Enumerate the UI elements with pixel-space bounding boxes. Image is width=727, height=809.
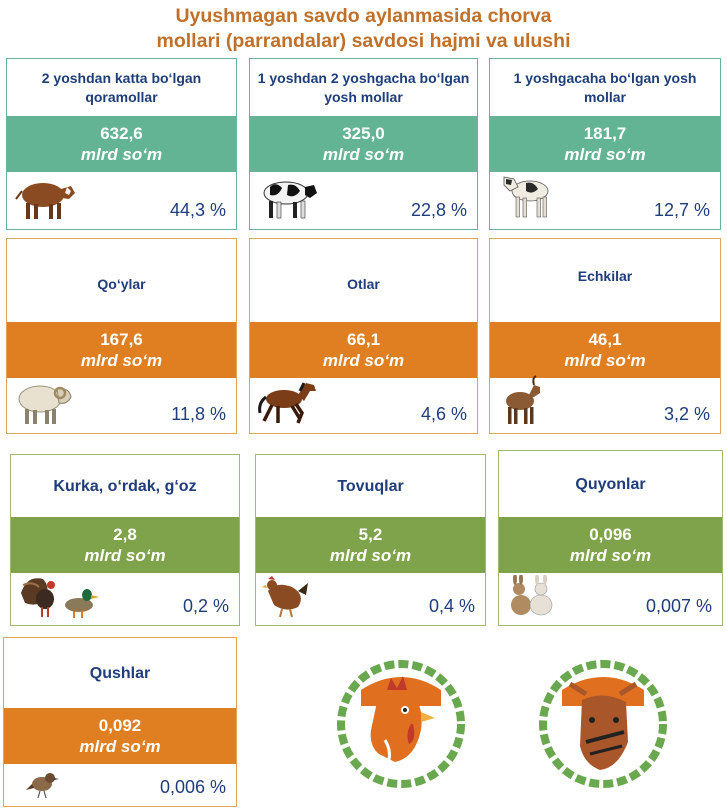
page-title: Uyushmagan savdo aylanmasida chorva moll… bbox=[0, 4, 727, 54]
card-unit: mlrd so‘m bbox=[564, 145, 646, 164]
card-share: 11,8 % bbox=[171, 404, 226, 424]
card-sheep: Qo‘ylar 167,6 mlrd so‘m 11,8 % bbox=[6, 238, 237, 434]
card-turkey-duck-goose: Kurka, o‘rdak, g‘oz 2,8 mlrd so‘m 0,2 % bbox=[10, 454, 240, 626]
card-horses: Otlar 66,1 mlrd so‘m 4,6 % bbox=[249, 238, 478, 434]
card-unit: mlrd so‘m bbox=[569, 546, 652, 565]
card-label: 1 yoshdan 2 yoshgacha bo‘lgan yosh molla… bbox=[257, 69, 470, 105]
card-share: 12,7 % bbox=[653, 200, 710, 220]
value-band: 181,7 mlrd so‘m bbox=[490, 116, 720, 172]
sheep-icon bbox=[18, 385, 72, 424]
card-chickens: Tovuqlar 5,2 mlrd so‘m 0,4 % bbox=[255, 454, 486, 626]
card-label: Qo‘ylar bbox=[97, 276, 146, 292]
card-cattle-adult: 2 yoshdan katta bo‘lgan qoramollar 632,6… bbox=[6, 58, 237, 230]
card-label: Echkilar bbox=[577, 268, 633, 284]
card-unit: mlrd so‘m bbox=[322, 351, 405, 370]
card-unit: mlrd so‘m bbox=[79, 737, 161, 756]
card-unit: mlrd so‘m bbox=[564, 351, 646, 370]
sparrow-icon bbox=[26, 773, 59, 799]
card-label: 1 yoshgacaha bo‘lgan yosh mollar bbox=[513, 69, 697, 105]
card-share: 0,007 % bbox=[645, 596, 712, 616]
card-unit: mlrd so‘m bbox=[329, 546, 412, 565]
card-share: 0,4 % bbox=[428, 596, 475, 616]
turkey-duck-icon bbox=[21, 578, 99, 618]
card-share: 3,2 % bbox=[663, 404, 710, 424]
goat-icon bbox=[506, 375, 540, 424]
value-band: 325,0 mlrd so‘m bbox=[250, 116, 477, 172]
calf-icon bbox=[503, 176, 549, 218]
card-label: Quyonlar bbox=[575, 475, 646, 493]
rabbit-icon bbox=[511, 575, 553, 616]
chicken-icon bbox=[262, 576, 308, 618]
card-goats: Echkilar 46,1 mlrd so‘m 3,2 % bbox=[489, 238, 721, 434]
card-value: 66,1 bbox=[346, 330, 381, 349]
rooster-emblem-icon bbox=[337, 660, 465, 788]
card-value: 5,2 bbox=[358, 525, 383, 544]
cow-icon bbox=[15, 183, 75, 219]
value-band: 0,096 mlrd so‘m bbox=[499, 517, 722, 573]
card-value: 632,6 bbox=[100, 124, 143, 143]
card-unit: mlrd so‘m bbox=[80, 351, 163, 370]
title-line-1: Uyushmagan savdo aylanmasida chorva bbox=[175, 5, 552, 27]
bull-emblem-icon bbox=[539, 660, 667, 788]
card-calves: 1 yoshgacaha bo‘lgan yosh mollar 181,7 m… bbox=[489, 58, 721, 230]
card-share: 4,6 % bbox=[420, 404, 467, 424]
card-label: Otlar bbox=[347, 276, 380, 292]
value-band: 167,6 mlrd so‘m bbox=[7, 322, 236, 378]
card-value: 46,1 bbox=[588, 330, 622, 349]
card-unit: mlrd so‘m bbox=[84, 546, 166, 565]
value-band: 46,1 mlrd so‘m bbox=[490, 322, 720, 378]
card-label: Kurka, o‘rdak, g‘oz bbox=[53, 477, 197, 495]
card-value: 167,6 bbox=[100, 330, 143, 349]
card-unit: mlrd so‘m bbox=[322, 145, 405, 164]
card-unit: mlrd so‘m bbox=[80, 145, 163, 164]
card-label: 2 yoshdan katta bo‘lgan qoramollar bbox=[41, 69, 202, 105]
card-value: 181,7 bbox=[583, 124, 627, 143]
horse-icon bbox=[258, 382, 316, 424]
card-share: 0,006 % bbox=[159, 777, 226, 797]
card-share: 22,8 % bbox=[410, 200, 467, 220]
card-rabbits: Quyonlar 0,096 mlrd so‘m 0,007 % bbox=[498, 450, 723, 626]
value-band: 632,6 mlrd so‘m bbox=[7, 116, 236, 172]
card-label: Qushlar bbox=[89, 664, 151, 682]
card-share: 0,2 % bbox=[182, 596, 229, 616]
card-value: 0,092 bbox=[98, 716, 142, 735]
young-cattle-icon bbox=[263, 181, 317, 219]
card-share: 44,3 % bbox=[169, 200, 226, 220]
value-band: 66,1 mlrd so‘m bbox=[250, 322, 477, 378]
value-band: 5,2 mlrd so‘m bbox=[256, 517, 485, 573]
value-band: 2,8 mlrd so‘m bbox=[11, 517, 239, 573]
card-birds: Qushlar 0,092 mlrd so‘m 0,006 % bbox=[3, 637, 237, 807]
value-band: 0,092 mlrd so‘m bbox=[4, 708, 236, 764]
card-value: 2,8 bbox=[113, 525, 137, 544]
card-value: 0,096 bbox=[589, 525, 632, 544]
card-label: Tovuqlar bbox=[337, 477, 404, 495]
card-value: 325,0 bbox=[342, 124, 385, 143]
card-cattle-young: 1 yoshdan 2 yoshgacha bo‘lgan yosh molla… bbox=[249, 58, 478, 230]
title-line-2: mollari (parrandalar) savdosi hajmi va u… bbox=[156, 30, 571, 52]
